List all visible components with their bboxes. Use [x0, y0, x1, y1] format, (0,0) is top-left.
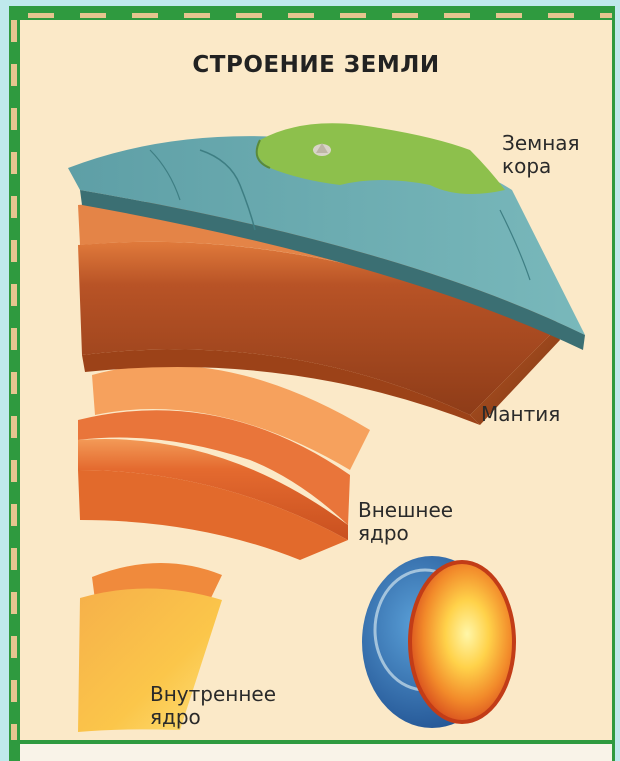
diagram-title: СТРОЕНИЕ ЗЕМЛИ	[192, 52, 440, 78]
mantle-label: Мантия	[481, 402, 561, 426]
bottom-caption-strip	[20, 742, 612, 761]
left-dashed-border	[11, 20, 17, 740]
crust-label-line1: Земная	[502, 131, 580, 155]
top-dashed-border	[28, 13, 612, 18]
inner-core-label-line2: ядро	[150, 705, 201, 729]
inner-core-label-line1: Внутреннее	[150, 682, 277, 706]
globe-cutaway-icon	[362, 556, 516, 728]
crust-layer	[68, 123, 585, 350]
outer-core-label-line1: Внешнее	[358, 498, 454, 522]
inner-core-layer	[78, 562, 222, 732]
outer-core-layer	[78, 365, 370, 560]
crust-label-line2: кора	[502, 154, 552, 178]
outer-core-label-line2: ядро	[358, 521, 409, 545]
mantle-layer	[78, 202, 560, 425]
